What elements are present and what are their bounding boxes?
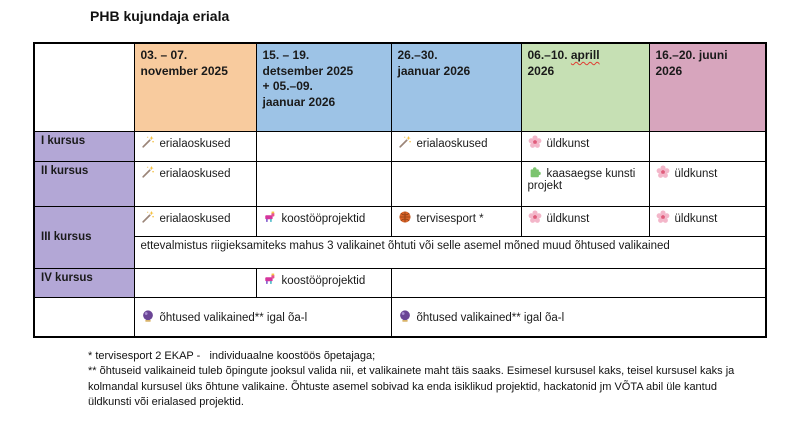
row-label-kursus-1: I kursus [33,130,135,162]
schedule-table: 03. – 07. november 2025 15. – 19. detsem… [33,42,767,338]
footnotes: * tervisesport 2 EKAP - individuaalne ko… [88,349,750,411]
pinata-icon [264,211,274,222]
magic-wand-icon [141,209,155,223]
cell-text: tervisesport * [416,212,484,225]
header-week-1-line: 03. – 07. [140,48,188,62]
header-week-4-line: 2026 [527,63,555,78]
cherry-blossom-icon [656,209,669,223]
cell-evening-electives-right: õhtused valikained** igal õa-l [390,296,767,338]
header-week-5-line: 16.–20. juuni [655,48,728,62]
cell-k3-exam-note: ettevalmistus riigieksamiteks mahus 3 va… [133,235,767,269]
header-week-5: 16.–20. juuni 2026 [648,42,767,132]
cell-k2-w4: kaasaegse kunsti projekt [520,160,650,207]
row-label-kursus-4: IV kursus [33,267,135,298]
cell-text: üldkunst [674,212,718,225]
header-week-1-line: november 2025 [140,63,228,78]
footnote-1: * tervisesport 2 EKAP - individuaalne ko… [88,350,376,362]
cell-text: erialaoskused [416,137,488,150]
cell-k3-w1: erialaoskused [133,205,257,237]
magic-wand-icon [141,134,155,148]
header-week-4: 06.–10. aprill 2026 [520,42,650,132]
cell-k2-w3-empty [390,160,522,207]
crystal-ball-icon [142,310,153,322]
page-title: PHB kujundaja eriala [90,8,230,24]
bottom-corner-cell [33,296,135,338]
cell-k2-w1: erialaoskused [133,160,257,207]
pinata-icon [264,273,274,284]
cell-evening-electives-left: õhtused valikained** igal õa-l [133,296,392,338]
cell-text: koostööprojektid [281,274,366,287]
cell-k4-w1-empty [133,267,257,298]
header-week-4-misspelled-word: aprill [570,48,600,62]
cell-k4-w3-w5-empty [390,267,767,298]
magic-wand-icon [141,164,155,178]
cell-k3-w2: koostööprojektid [255,205,392,237]
cell-k4-w2: koostööprojektid [255,267,392,298]
cell-k2-w5: üldkunst [648,160,767,207]
cell-text: erialaoskused [159,167,231,180]
cell-k3-w5: üldkunst [648,205,767,237]
cell-k1-w4: üldkunst [520,130,650,162]
cell-k1-w2-empty [255,130,392,162]
cell-text: üldkunst [674,167,718,180]
header-week-2-line: detsember 2025 [262,63,354,78]
header-week-3-line: 26.–30. [397,48,438,62]
header-week-1: 03. – 07. november 2025 [133,42,257,132]
cell-text: üldkunst [546,137,590,150]
puzzle-icon [530,166,541,177]
cell-text: erialaoskused [159,212,231,225]
cell-text: erialaoskused [159,137,231,150]
footnote-2: ** õhtuseid valikaineid tuleb õpingute j… [88,365,738,409]
cell-k1-w5-empty [648,130,767,162]
cell-text: üldkunst [546,212,590,225]
cell-k1-w1: erialaoskused [133,130,257,162]
header-week-3-line: jaanuar 2026 [397,63,471,78]
header-week-4-prefix: 06.–10. [527,48,571,62]
header-week-5-line: 2026 [655,63,683,78]
row-label-kursus-3: III kursus [33,205,135,269]
cell-k3-w3: tervisesport * [390,205,522,237]
cell-k3-w4: üldkunst [520,205,650,237]
cell-text: kaasaegse kunsti projekt [527,167,636,192]
header-week-2-line: 15. – 19. [262,48,310,62]
row-label-kursus-2: II kursus [33,160,135,207]
cell-text: õhtused valikained** igal õa-l [416,312,565,325]
header-week-2: 15. – 19. detsember 2025 + 05.–09. jaanu… [255,42,392,132]
header-week-2-line: jaanuar 2026 [262,94,336,109]
cherry-blossom-icon [528,209,541,223]
exam-note-text: ettevalmistus riigieksamiteks mahus 3 va… [140,239,670,252]
cherry-blossom-icon [656,164,669,178]
magic-wand-icon [398,134,412,148]
cell-text: õhtused valikained** igal õa-l [159,312,308,325]
cell-k1-w3: erialaoskused [390,130,522,162]
basketball-icon [398,210,411,223]
cherry-blossom-icon [528,134,541,148]
header-week-2-line: + 05.–09. [262,79,313,94]
header-corner-cell [33,42,135,132]
header-week-3: 26.–30. jaanuar 2026 [390,42,522,132]
cell-text: koostööprojektid [281,212,366,225]
cell-k2-w2-empty [255,160,392,207]
crystal-ball-icon [399,310,410,322]
